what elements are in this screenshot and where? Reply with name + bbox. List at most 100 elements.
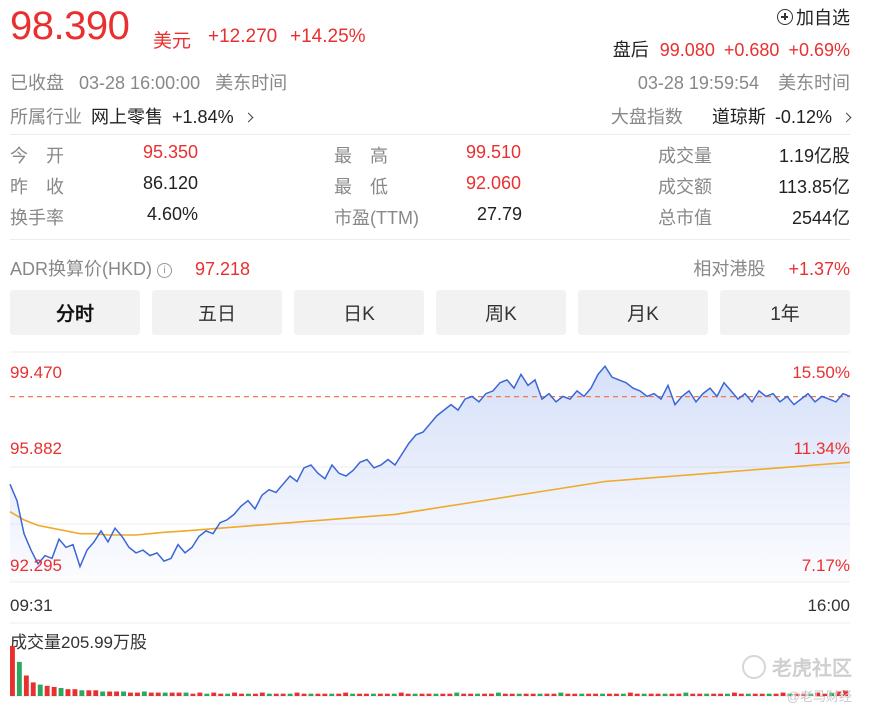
tab-monthly-k[interactable]: 月K [578,290,708,335]
price-change-pct: +14.25% [290,26,366,47]
volume-bar [704,693,710,696]
adr-value: 97.218 [195,259,251,279]
volume-bar [246,693,251,696]
tab-intraday[interactable]: 分时 [10,290,140,335]
volume-bar [829,692,835,696]
after-hours-time: 03-28 19:59:54 [637,73,759,93]
currency-unit: 美元 [153,31,192,52]
industry-link[interactable]: 所属行业 网上零售 +1.84% [10,103,254,129]
volume-bar [211,692,217,696]
volume-bar [72,689,78,696]
volume-bar [162,692,168,696]
volume-bar [266,693,272,696]
volume-bar [801,693,807,696]
tab-weekly-k[interactable]: 周K [436,290,566,335]
index-change: -0.12% [774,107,832,127]
volume-bar [461,693,467,696]
market-status: 已收盘 [10,73,64,93]
volume-bar [412,693,418,696]
adr-label: ADR换算价(HKD) [10,259,152,279]
volume-bar [794,693,800,696]
watermark-brand: 老虎社区 [742,652,852,681]
divider [10,134,850,135]
volume-bar [350,693,356,696]
volume-bar [405,693,411,696]
volume-bar [502,693,508,696]
volume-bar [669,693,675,696]
volume-bar [468,693,474,696]
info-icon[interactable]: i [157,263,172,278]
volume-bar [114,691,119,696]
volume-bar [336,693,342,696]
volume-bar [530,693,536,696]
plus-circle-icon [777,9,793,25]
stat-pe-label: 市盈(TTM) [334,208,419,228]
tab-one-year[interactable]: 1年 [720,290,850,335]
volume-bar [141,691,147,696]
volume-bar [482,693,487,696]
volume-bar [10,646,15,696]
industry-label: 所属行业 [10,107,82,127]
volume-bar [148,692,154,696]
tab-five-day[interactable]: 五日 [152,290,282,335]
stat-low-label: 最 低 [334,177,388,197]
average-price-line [9,461,851,536]
volume-bar [843,690,848,696]
stat-volume-label: 成交量 [658,146,712,166]
volume-bar [836,691,841,696]
volume-bar [398,692,404,696]
pct-tick-label-mid: 11.34% [794,439,850,458]
volume-bar [343,692,349,696]
volume-bar [30,682,36,696]
volume-bar [23,675,29,696]
stat-low-value: 92.060 [466,173,522,193]
volume-bar [752,693,758,696]
volume-bar [773,693,779,696]
volume-bar [294,692,300,696]
volume-bar [579,693,585,696]
volume-bar [218,693,224,696]
volume-bar [447,693,453,696]
after-hours-pct: +0.69% [788,40,850,60]
stat-prev-close-value: 86.120 [143,173,199,193]
after-hours-label: 盘后 [612,40,649,60]
volume-bar [787,693,793,696]
volume-bar [197,692,203,696]
volume-bar [253,693,258,696]
intraday-chart[interactable]: 99.470 95.882 92.295 15.50% 11.34% 7.17%… [0,340,870,630]
volume-bar [225,693,231,696]
x-tick-label-start: 09:31 [10,596,53,615]
volume-bar [273,693,279,696]
volume-bar [86,690,92,696]
market-index-link[interactable]: 大盘指数 道琼斯 -0.12% [611,103,852,129]
watermark-brand-text: 老虎社区 [772,658,852,680]
stat-prev-close-label: 昨 收 [10,177,64,197]
price-line [9,364,851,569]
tab-daily-k[interactable]: 日K [294,290,424,335]
volume-bar [648,693,654,696]
volume-bar [600,693,605,696]
stat-market-cap-label: 总市值 [658,208,712,228]
volume-bar [634,693,640,696]
volume-bar [627,692,633,696]
add-watchlist-label: 加自选 [796,8,850,28]
volume-bar [190,693,196,696]
volume-bar [204,693,210,696]
stat-market-cap-value: 2544亿 [791,208,850,228]
add-watchlist-button[interactable]: 加自选 [777,4,850,30]
volume-bar [509,693,515,696]
stat-volume-value: 1.19亿股 [778,146,850,166]
volume-bar [565,693,571,696]
volume-bar [738,693,744,696]
after-hours-change: +0.680 [723,40,780,60]
industry-name: 网上零售 [91,107,164,127]
divider [10,239,850,240]
y-tick-label-low: 92.295 [10,556,62,575]
volume-bar [676,693,682,696]
current-price: 98.390 [10,4,130,48]
volume-bar [384,693,390,696]
after-hours-price: 99.080 [659,40,715,60]
stat-high-label: 最 高 [334,146,388,166]
volume-label: 成交量205.99万股 [10,633,147,652]
chart-period-tabs: 分时 五日 日K 周K 月K 1年 [10,290,850,335]
